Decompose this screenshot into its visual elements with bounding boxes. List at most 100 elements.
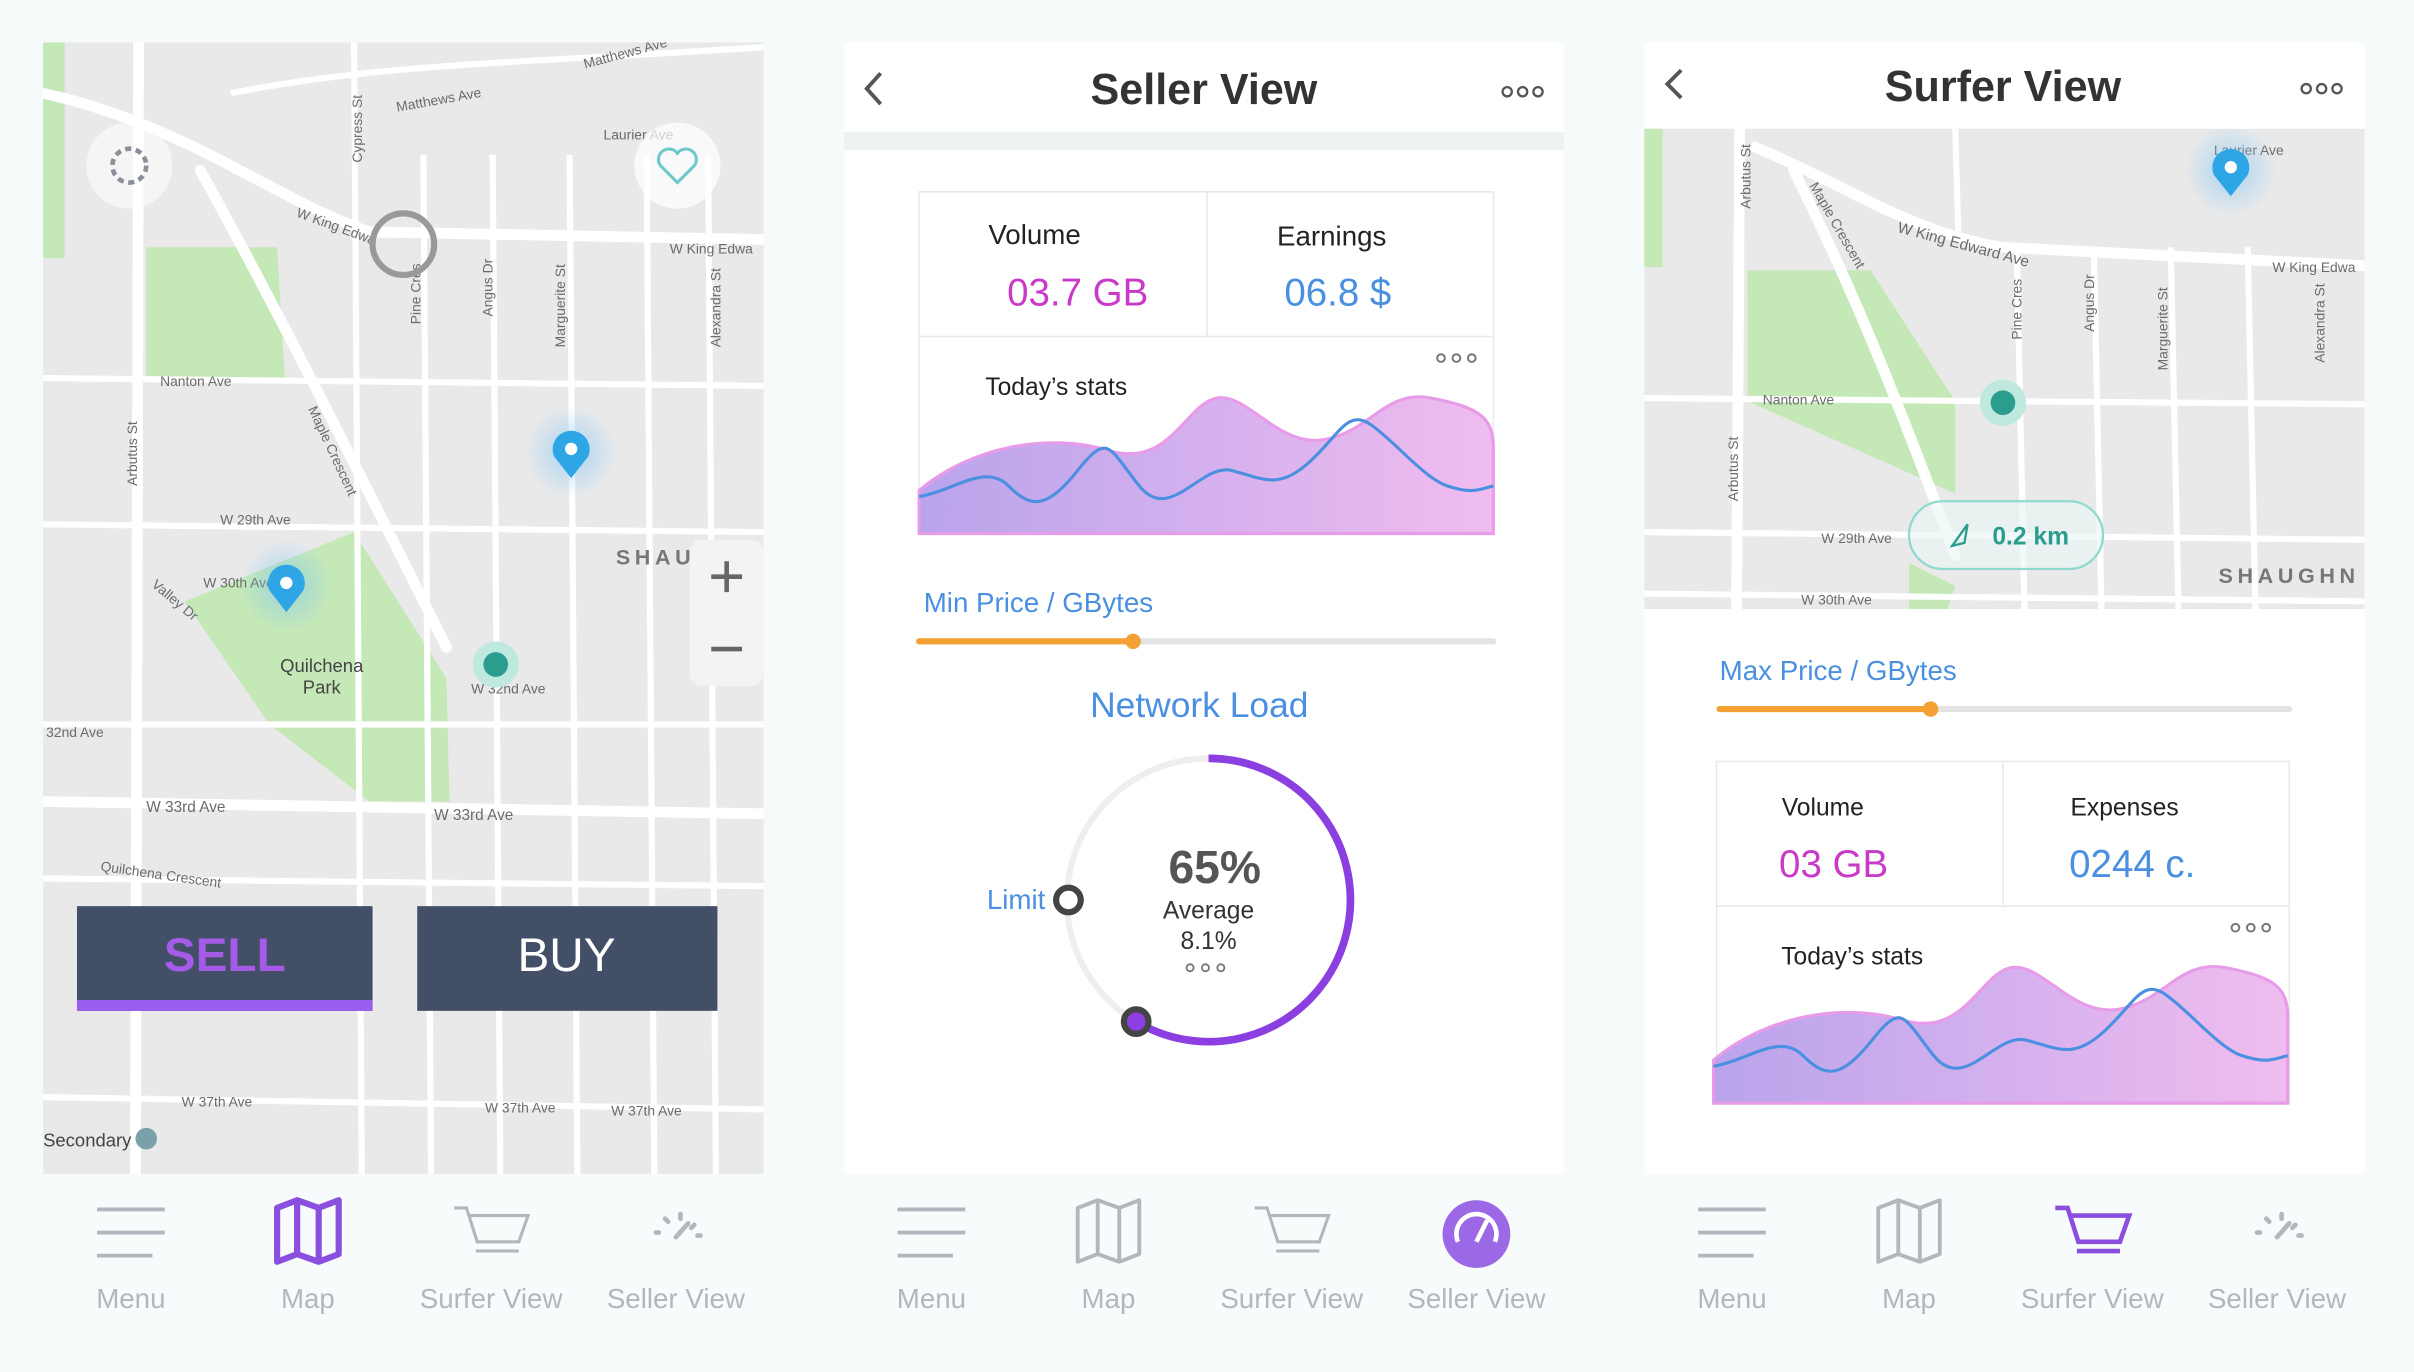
limit-knob[interactable]	[1053, 884, 1084, 916]
map-label: W 29th Ave	[220, 511, 291, 527]
nav-item[interactable]: Surfer View	[1220, 1206, 1364, 1314]
nav-label: Map	[1082, 1283, 1136, 1314]
stats-title: Today’s stats	[985, 374, 1127, 401]
nav-label: Menu	[897, 1283, 966, 1314]
nav-item[interactable]: Seller View	[1407, 1200, 1546, 1314]
map-icon	[1876, 1198, 1942, 1264]
pin-dot	[280, 576, 293, 590]
location-dot	[1990, 390, 2016, 416]
buy-button[interactable]: BUY	[417, 906, 718, 1011]
seller-screen: Seller View Volume 03.7 GB Earnings 06.8…	[843, 42, 1565, 1322]
zoom-control	[689, 539, 764, 686]
map[interactable]: W King Edward Ave W King Edwa Nanton Ave…	[1644, 124, 2365, 610]
map-label: Alexandra St	[708, 268, 724, 347]
nav-item[interactable]: Surfer View	[2021, 1205, 2165, 1314]
slider-label: Min Price / GBytes	[924, 587, 1153, 618]
gauge-menu[interactable]	[1185, 963, 1226, 973]
slider-knob[interactable]	[1922, 701, 1939, 717]
nav-item[interactable]: Surfer View	[420, 1206, 564, 1314]
nav-items: Menu Map Surfer View Seller View	[897, 1198, 1546, 1314]
map-label: W King Edwa	[670, 240, 753, 256]
favorite-button[interactable]	[634, 122, 721, 209]
menu-icon	[1698, 1207, 1766, 1258]
nav-item[interactable]: Menu	[897, 1207, 966, 1314]
map-label: 32nd Ave	[46, 724, 104, 740]
map-label: Arbutus St	[1725, 436, 1741, 501]
distance: 0.2 km	[1992, 523, 2069, 550]
nav-item[interactable]: Map	[1075, 1198, 1142, 1314]
sell-button[interactable]: SELL	[76, 906, 373, 1011]
nav-bar	[1644, 1174, 2365, 1322]
map-label: W 30th Ave	[1801, 591, 1872, 607]
expenses-value: 0244 c.	[2069, 843, 2195, 886]
nav-item[interactable]: Map	[1876, 1198, 1942, 1314]
volume-label: Volume	[988, 219, 1080, 250]
buy-label: BUY	[517, 929, 615, 982]
poi-label: Secondary	[43, 1129, 132, 1150]
map-icon	[1075, 1198, 1142, 1264]
map-label: W 37th Ave	[485, 1099, 556, 1115]
map-label: SHAUGHN	[2218, 563, 2359, 588]
direction-icon	[1949, 523, 1969, 548]
limit-label: Limit	[987, 884, 1046, 915]
map-icon	[274, 1197, 342, 1265]
nav-label: Seller View	[1407, 1283, 1546, 1314]
active-bg	[1442, 1200, 1511, 1268]
nav-label: Surfer View	[1220, 1283, 1364, 1314]
more-button[interactable]	[1501, 85, 1544, 98]
map-label: Marguerite St	[2155, 287, 2171, 370]
menu-icon	[96, 1207, 165, 1258]
nav-item[interactable]: Map	[274, 1197, 342, 1314]
map-label: W 37th Ave	[182, 1093, 253, 1109]
zoom-in[interactable]	[711, 561, 743, 593]
back-button[interactable]	[864, 71, 883, 106]
nav-item[interactable]: Seller View	[607, 1211, 746, 1314]
slider-knob[interactable]	[1125, 633, 1141, 650]
volume-value: 03 GB	[1779, 843, 1888, 886]
nav-label: Surfer View	[420, 1283, 564, 1314]
slider-label: Max Price / GBytes	[1720, 655, 1957, 686]
load-title: Network Load	[1090, 685, 1308, 725]
map-label: Angus Dr	[480, 258, 496, 316]
map-label: Pine Cres	[407, 263, 423, 324]
cart-icon	[2055, 1205, 2133, 1254]
map[interactable]: Matthews Ave Matthews Ave Laurier Ave W …	[43, 34, 764, 1175]
map-label: W 33rd Ave	[146, 799, 225, 816]
screen-title: Surfer View	[1885, 63, 2122, 111]
average-value: 8.1%	[1180, 928, 1236, 955]
nav-label: Map	[1882, 1283, 1936, 1314]
map-label: W King Edwa	[2272, 259, 2355, 275]
map-screen: Matthews Ave Matthews Ave Laurier Ave W …	[43, 34, 764, 1322]
location-dot	[483, 652, 509, 677]
gauge-icon	[1454, 1211, 1499, 1243]
cart-icon	[1254, 1206, 1331, 1253]
nav-label: Menu	[1697, 1283, 1766, 1314]
menu-icon	[897, 1207, 966, 1258]
nav-item[interactable]: Seller View	[2208, 1211, 2347, 1314]
nav-item[interactable]: Menu	[96, 1207, 166, 1314]
nav-label: Seller View	[607, 1283, 746, 1314]
map-label: SHAU	[616, 544, 696, 569]
pin-dot	[2224, 161, 2237, 174]
heart-icon	[656, 147, 698, 185]
chart-menu[interactable]	[2230, 922, 2272, 933]
screen-title: Seller View	[1091, 66, 1318, 114]
map-label: W 33rd Ave	[434, 807, 513, 824]
back-button[interactable]	[1664, 68, 1683, 100]
header-shadow	[843, 131, 1565, 151]
gauge-knob[interactable]	[1120, 1006, 1152, 1038]
nav-items: Menu Map Surfer View Seller View	[96, 1197, 746, 1314]
settings-button[interactable]	[86, 122, 173, 209]
nav-label: Menu	[96, 1283, 165, 1314]
volume-label: Volume	[1782, 794, 1864, 821]
more-button[interactable]	[2300, 82, 2343, 95]
load-percent: 65%	[1168, 841, 1260, 893]
chart-menu[interactable]	[1436, 353, 1477, 363]
nav-item[interactable]: Menu	[1697, 1207, 1767, 1314]
average-label: Average	[1163, 897, 1254, 924]
nav-label: Seller View	[2208, 1283, 2347, 1314]
pin-dot	[565, 442, 578, 456]
earnings-label: Earnings	[1277, 221, 1386, 252]
surfer-screen: Surfer View W King Edward Ave W King Edw…	[1644, 42, 2365, 1322]
map-label: Alexandra St	[2312, 283, 2328, 362]
